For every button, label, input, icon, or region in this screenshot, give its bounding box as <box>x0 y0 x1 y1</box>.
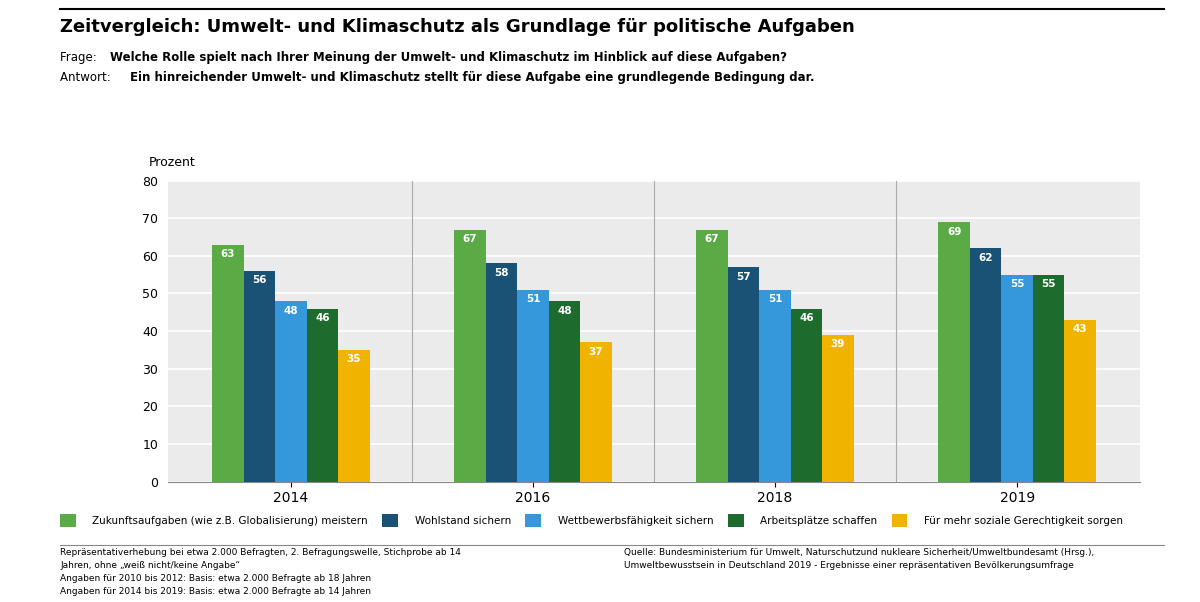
Text: Prozent: Prozent <box>149 155 196 169</box>
Text: 57: 57 <box>737 272 751 282</box>
Text: 46: 46 <box>316 313 330 323</box>
Text: 37: 37 <box>588 347 604 357</box>
Bar <box>970 248 1002 482</box>
Text: 35: 35 <box>347 355 361 364</box>
Bar <box>1064 320 1096 482</box>
Text: 51: 51 <box>526 294 540 304</box>
Bar <box>338 350 370 482</box>
Text: 48: 48 <box>557 305 571 315</box>
Bar <box>455 229 486 482</box>
Text: Quelle: Bundesministerium für Umwelt, Naturschutzund nukleare Sicherheit/Umweltb: Quelle: Bundesministerium für Umwelt, Na… <box>624 548 1094 570</box>
Bar <box>791 308 822 482</box>
Bar <box>486 264 517 482</box>
Text: Antwort:: Antwort: <box>60 71 114 84</box>
Text: Für mehr soziale Gerechtigkeit sorgen: Für mehr soziale Gerechtigkeit sorgen <box>924 516 1123 526</box>
Bar <box>244 271 275 482</box>
Bar <box>696 229 728 482</box>
Bar <box>306 308 338 482</box>
Text: 69: 69 <box>947 226 961 237</box>
Bar <box>517 290 548 482</box>
Text: Wohlstand sichern: Wohlstand sichern <box>415 516 511 526</box>
Text: 58: 58 <box>494 268 509 278</box>
Text: 62: 62 <box>978 253 992 263</box>
Text: Frage:: Frage: <box>60 51 101 64</box>
Bar <box>728 267 760 482</box>
Bar <box>580 343 612 482</box>
Bar <box>548 301 580 482</box>
Text: Wettbewerbsfähigkeit sichern: Wettbewerbsfähigkeit sichern <box>558 516 714 526</box>
Text: Zeitvergleich: Umwelt- und Klimaschutz als Grundlage für politische Aufgaben: Zeitvergleich: Umwelt- und Klimaschutz a… <box>60 18 854 36</box>
Bar <box>275 301 306 482</box>
Text: 67: 67 <box>463 234 478 244</box>
Text: Arbeitsplätze schaffen: Arbeitsplätze schaffen <box>761 516 877 526</box>
Text: 48: 48 <box>283 305 298 315</box>
Text: 39: 39 <box>830 340 845 349</box>
Bar <box>822 335 853 482</box>
Text: 46: 46 <box>799 313 814 323</box>
Text: Zukunftsaufgaben (wie z.B. Globalisierung) meistern: Zukunftsaufgaben (wie z.B. Globalisierun… <box>92 516 368 526</box>
Text: 51: 51 <box>768 294 782 304</box>
Bar <box>212 244 244 482</box>
Text: 56: 56 <box>252 275 266 285</box>
Bar <box>1033 275 1064 482</box>
Text: Ein hinreichender Umwelt- und Klimaschutz stellt für diese Aufgabe eine grundleg: Ein hinreichender Umwelt- und Klimaschut… <box>130 71 814 84</box>
Text: 63: 63 <box>221 249 235 259</box>
Text: Welche Rolle spielt nach Ihrer Meinung der Umwelt- und Klimaschutz im Hinblick a: Welche Rolle spielt nach Ihrer Meinung d… <box>110 51 787 64</box>
Text: 43: 43 <box>1073 324 1087 334</box>
Bar <box>1002 275 1033 482</box>
Bar <box>938 222 970 482</box>
Text: Repräsentativerhebung bei etwa 2.000 Befragten, 2. Befragungswelle, Stichprobe a: Repräsentativerhebung bei etwa 2.000 Bef… <box>60 548 461 597</box>
Text: 67: 67 <box>704 234 720 244</box>
Bar <box>760 290 791 482</box>
Text: 55: 55 <box>1042 279 1056 289</box>
Text: 55: 55 <box>1010 279 1025 289</box>
